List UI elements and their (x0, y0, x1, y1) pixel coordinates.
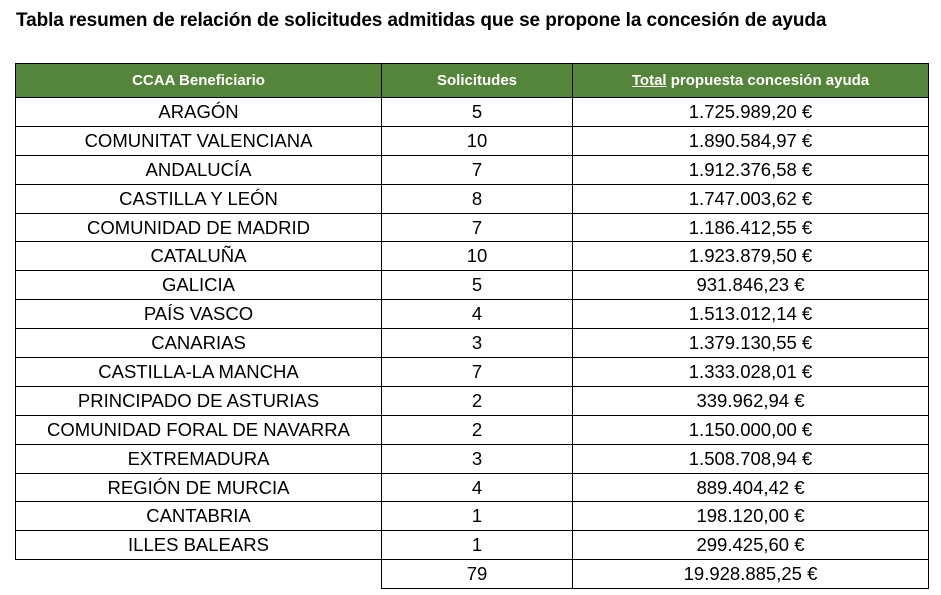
cell-total: 1.923.879,50 € (572, 241, 929, 272)
cell-total: 1.747.003,62 € (572, 183, 929, 214)
cell-requests: 2 (381, 385, 573, 416)
cell-ccaa: COMUNITAT VALENCIANA (15, 125, 382, 156)
cell-ccaa: REGIÓN DE MURCIA (15, 472, 382, 503)
table-row: COMUNIDAD FORAL DE NAVARRA 2 1.150.000,00 … (15, 414, 929, 445)
totals-blank-cell (15, 559, 382, 589)
cell-ccaa: CANARIAS (15, 328, 382, 359)
table-row: PRINCIPADO DE ASTURIAS 2 339.962,94 € (15, 385, 929, 416)
cell-total: 299.425,60 € (572, 530, 929, 561)
table-row: ILLES BALEARS 1 299.425,60 € (15, 530, 929, 561)
cell-ccaa: GALICIA (15, 270, 382, 301)
cell-total: 1.513.012,14 € (572, 299, 929, 330)
cell-ccaa: ANDALUCÍA (15, 154, 382, 185)
cell-total: 1.890.584,97 € (572, 125, 929, 156)
cell-requests: 10 (381, 125, 573, 156)
cell-ccaa: CASTILLA Y LEÓN (15, 183, 382, 214)
table-row: CANTABRIA 1 198.120,00 € (15, 501, 929, 532)
table-header-row: CCAA Beneficiario Solicitudes Total prop… (15, 63, 929, 98)
column-header-beneficiary: CCAA Beneficiario (15, 63, 382, 98)
table-row: ANDALUCÍA 7 1.912.376,58 € (15, 154, 929, 185)
table-row: COMUNIDAD DE MADRID 7 1.186.412,55 € (15, 212, 929, 243)
cell-requests: 1 (381, 530, 573, 561)
cell-requests: 5 (381, 270, 573, 301)
cell-requests: 3 (381, 443, 573, 474)
cell-ccaa: ILLES BALEARS (15, 530, 382, 561)
cell-ccaa: COMUNIDAD DE MADRID (15, 212, 382, 243)
cell-requests: 4 (381, 299, 573, 330)
cell-ccaa: ARAGÓN (15, 97, 382, 127)
cell-ccaa: CATALUÑA (15, 241, 382, 272)
table-body: ARAGÓN 5 1.725.989,20 € COMUNITAT VALENCIAN… (15, 97, 929, 561)
cell-requests: 8 (381, 183, 573, 214)
table-row: CATALUÑA 10 1.923.879,50 € (15, 241, 929, 272)
cell-total: 1.333.028,01 € (572, 357, 929, 387)
cell-ccaa: CANTABRIA (15, 501, 382, 532)
table-row: PAÍS VASCO 4 1.513.012,14 € (15, 299, 929, 330)
cell-requests: 10 (381, 241, 573, 272)
cell-requests: 1 (381, 501, 573, 532)
cell-requests: 7 (381, 357, 573, 387)
cell-ccaa: EXTREMADURA (15, 443, 382, 474)
cell-requests: 4 (381, 472, 573, 503)
cell-total: 931.846,23 € (572, 270, 929, 301)
totals-row: 79 19.928.885,25 € (15, 559, 929, 590)
table-row: REGIÓN DE MURCIA 4 889.404,42 € (15, 472, 929, 503)
column-header-requests: Solicitudes (381, 63, 573, 98)
cell-requests: 2 (381, 414, 573, 445)
totals-requests: 79 (381, 559, 573, 590)
cell-total: 1.150.000,00 € (572, 414, 929, 445)
cell-total: 1.725.989,20 € (572, 97, 929, 127)
table-row: GALICIA 5 931.846,23 € (15, 270, 929, 301)
cell-ccaa: PRINCIPADO DE ASTURIAS (15, 385, 382, 416)
cell-total: 198.120,00 € (572, 501, 929, 532)
cell-total: 339.962,94 € (572, 385, 929, 416)
cell-ccaa: PAÍS VASCO (15, 299, 382, 330)
table-row: COMUNITAT VALENCIANA 10 1.890.584,97 € (15, 125, 929, 156)
cell-ccaa: COMUNIDAD FORAL DE NAVARRA (15, 414, 382, 445)
table-row: CANARIAS 3 1.379.130,55 € (15, 328, 929, 359)
table-row: CASTILLA Y LEÓN 8 1.747.003,62 € (15, 183, 929, 214)
page-title: Tabla resumen de relación de solicitudes… (16, 10, 827, 31)
cell-total: 889.404,42 € (572, 472, 929, 503)
cell-total: 1.508.708,94 € (572, 443, 929, 474)
cell-requests: 7 (381, 154, 573, 185)
cell-requests: 7 (381, 212, 573, 243)
cell-ccaa: CASTILLA-LA MANCHA (15, 357, 382, 387)
column-header-total: Total propuesta concesión ayuda (572, 63, 929, 98)
column-header-total-underlined: Total (631, 72, 667, 89)
totals-amount: 19.928.885,25 € (572, 559, 929, 590)
table-row: ARAGÓN 5 1.725.989,20 € (15, 97, 929, 127)
cell-requests: 3 (381, 328, 573, 359)
table-row: EXTREMADURA 3 1.508.708,94 € (15, 443, 929, 474)
cut-off-footer-text (16, 583, 136, 595)
table-row: CASTILLA-LA MANCHA 7 1.333.028,01 € (15, 357, 929, 387)
cell-total: 1.186.412,55 € (572, 212, 929, 243)
cell-requests: 5 (381, 97, 573, 127)
cell-total: 1.912.376,58 € (572, 154, 929, 185)
column-header-total-rest: propuesta concesión ayuda (666, 72, 870, 89)
summary-table: CCAA Beneficiario Solicitudes Total prop… (15, 63, 929, 590)
cell-total: 1.379.130,55 € (572, 328, 929, 359)
